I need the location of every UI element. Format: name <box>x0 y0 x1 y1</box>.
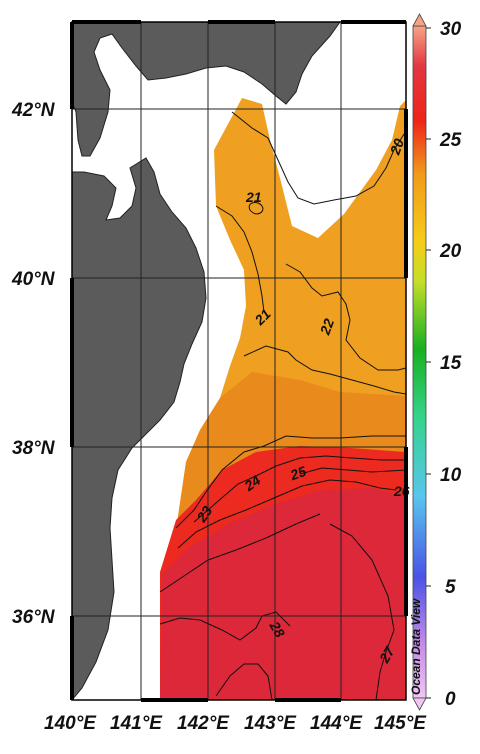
colorbar-tick-15: 15 <box>440 353 462 374</box>
colorbar-ramp <box>412 25 427 699</box>
frame-ticks <box>70 20 408 702</box>
contour-25 <box>299 467 406 475</box>
lon-label-143: 143°E <box>244 713 297 734</box>
lon-label-141: 141°E <box>110 713 163 734</box>
colorbar-tick-25: 25 <box>439 130 462 151</box>
lon-label-142: 142°E <box>177 713 230 734</box>
contour-20 <box>231 111 405 205</box>
colorbar-tick-5: 5 <box>445 577 456 598</box>
lon-label-144: 144°E <box>310 713 363 734</box>
data-field-crimson <box>160 488 406 700</box>
longitude-labels: 140°E 141°E 142°E 143°E 144°E 145°E <box>44 713 427 734</box>
lon-label-145: 145°E <box>374 713 427 734</box>
contour-label-25: 25 <box>287 463 308 484</box>
lat-label-38: 38°N <box>12 438 56 459</box>
contour-21-ring <box>248 202 264 215</box>
lat-label-36: 36°N <box>12 607 56 628</box>
lon-label-140: 140°E <box>44 713 97 734</box>
contour-label-24: 24 <box>241 472 264 495</box>
land-hokkaido <box>72 22 341 157</box>
contour-27c <box>215 663 273 700</box>
colorbar-tick-30: 30 <box>440 19 462 40</box>
contour-27b <box>159 611 291 641</box>
colorbar-bottom-arrow <box>412 697 427 711</box>
land-honshu <box>72 157 207 700</box>
contour-23 <box>175 435 406 529</box>
contour-21-b <box>243 345 406 395</box>
contour-label-22: 22 <box>316 316 337 337</box>
contour-24 <box>193 455 406 523</box>
contour-label-21-a: 21 <box>245 189 262 205</box>
contour-26 <box>177 479 397 549</box>
colorbar-tick-0: 0 <box>445 689 456 710</box>
latitude-labels: 42°N 40°N 38°N 36°N <box>11 100 56 628</box>
ocean-data-view-watermark: Ocean Data View <box>409 598 423 695</box>
contour-27d <box>329 523 395 700</box>
contour-label-23: 23 <box>193 503 216 526</box>
colorbar: 30 25 20 15 10 5 0 <box>412 13 462 711</box>
contour-21-a <box>215 205 265 313</box>
graticule <box>72 22 406 700</box>
contour-22 <box>285 263 406 371</box>
contour-label-28: 28 <box>266 618 288 641</box>
colorbar-tick-20: 20 <box>439 241 462 262</box>
contour-lines <box>159 111 406 700</box>
contour-label-20: 20 <box>386 136 407 157</box>
lat-label-42: 42°N <box>11 100 56 121</box>
colorbar-tick-10: 10 <box>440 465 462 486</box>
colorbar-top-arrow <box>412 13 427 27</box>
lat-label-40: 40°N <box>11 269 56 290</box>
contour-27a <box>159 513 321 593</box>
